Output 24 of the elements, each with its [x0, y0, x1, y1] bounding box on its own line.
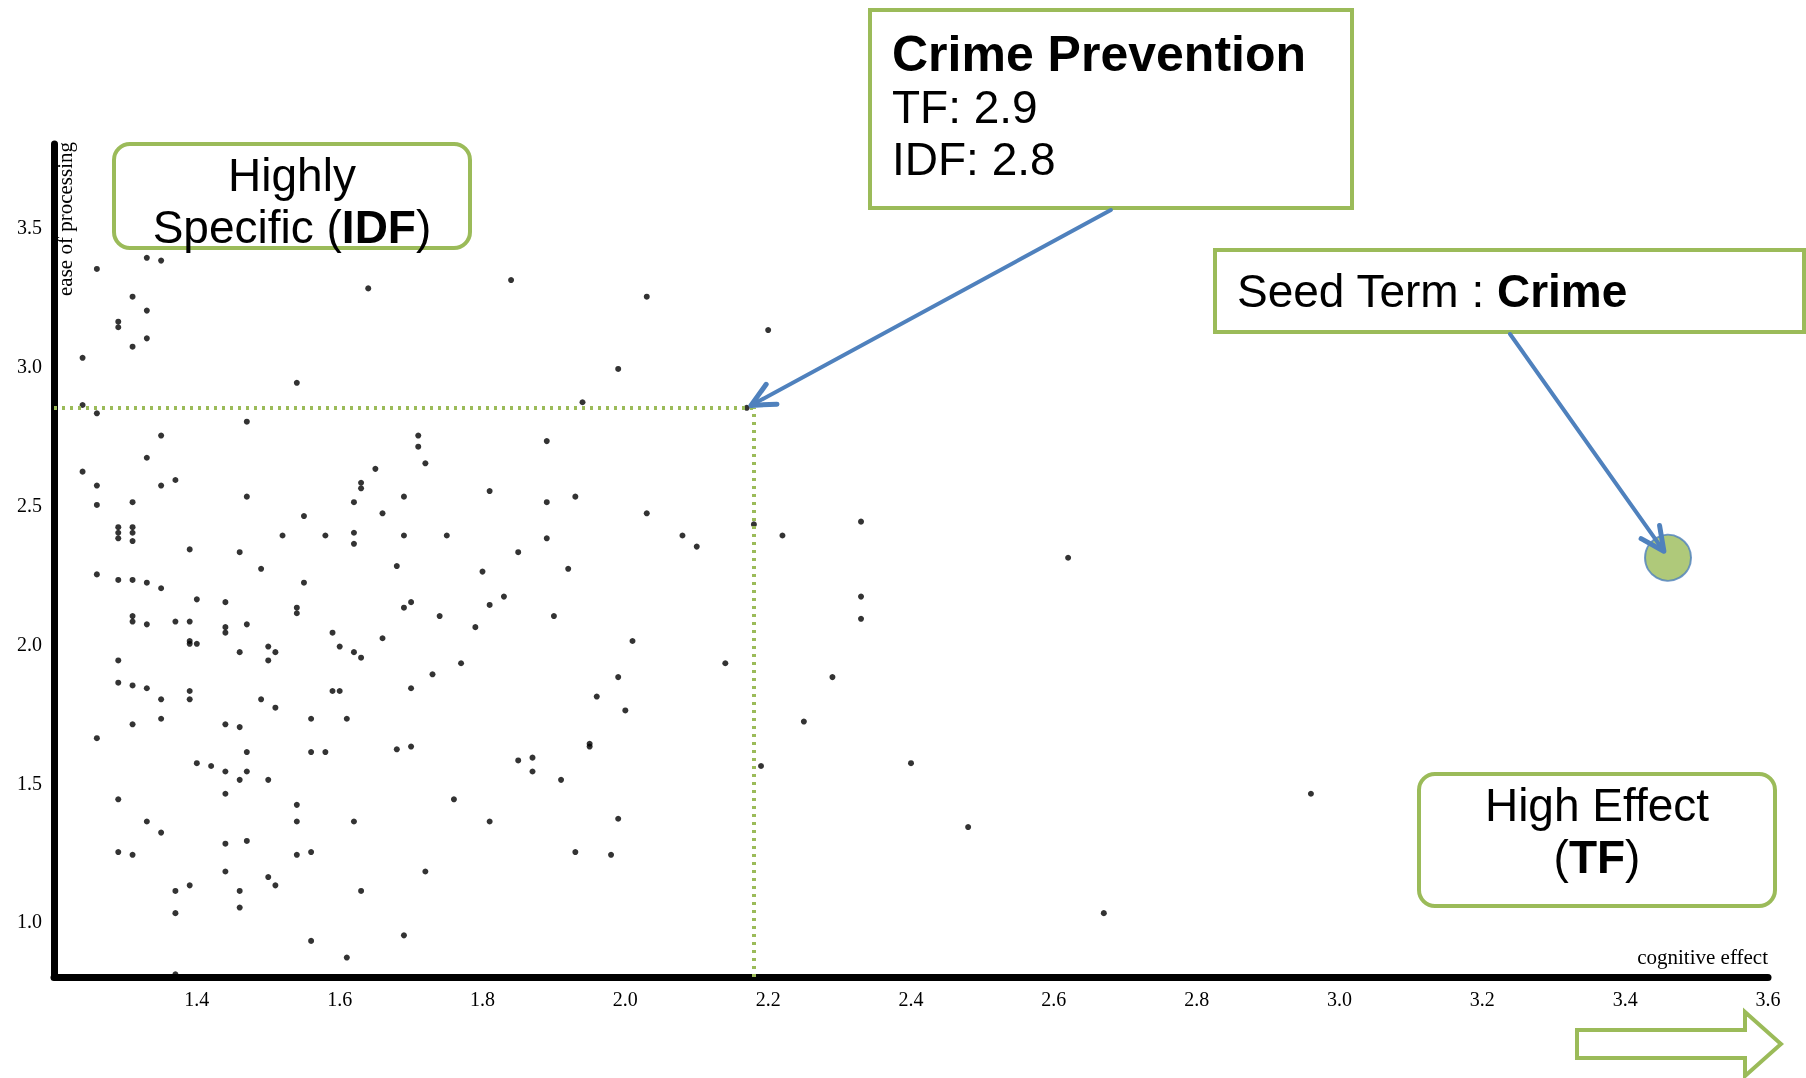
x-axis-title: cognitive effect: [1637, 944, 1769, 969]
x-tick-label: 3.6: [1755, 988, 1781, 1010]
y-tick-label: 3.5: [17, 216, 42, 239]
x-tick-label: 2.4: [898, 988, 924, 1010]
y-axis-title: ease of processing: [52, 141, 77, 296]
x-tick-label: 2.6: [1041, 988, 1067, 1010]
x-tick-label: 2.0: [612, 988, 638, 1010]
x-tick-label: 1.4: [184, 988, 210, 1010]
x-tick-label: 1.6: [327, 988, 353, 1010]
y-tick-label: 2.5: [17, 493, 42, 516]
y-tick-label: 2.0: [17, 632, 42, 655]
x-tick-label: 3.0: [1327, 988, 1352, 1010]
annotation: Crime Prevention TF: 2.9 IDF: 2.8: [892, 26, 1307, 185]
x-tick-label: 3.4: [1612, 988, 1638, 1010]
annotation: Highly Specific (IDF): [152, 149, 432, 253]
x-tick-label: 3.2: [1469, 988, 1495, 1010]
y-tick-label: 1.5: [17, 771, 42, 794]
x-tick-label: 2.8: [1184, 988, 1210, 1010]
x-tick-label: 1.8: [470, 988, 495, 1010]
annotation: Seed Term : Crime: [1237, 265, 1628, 317]
annotation: High Effect (TF): [1484, 779, 1710, 883]
x-tick-label: 2.2: [755, 988, 781, 1010]
y-tick-label: 3.0: [17, 355, 42, 378]
y-tick-label: 1.0: [17, 910, 42, 933]
